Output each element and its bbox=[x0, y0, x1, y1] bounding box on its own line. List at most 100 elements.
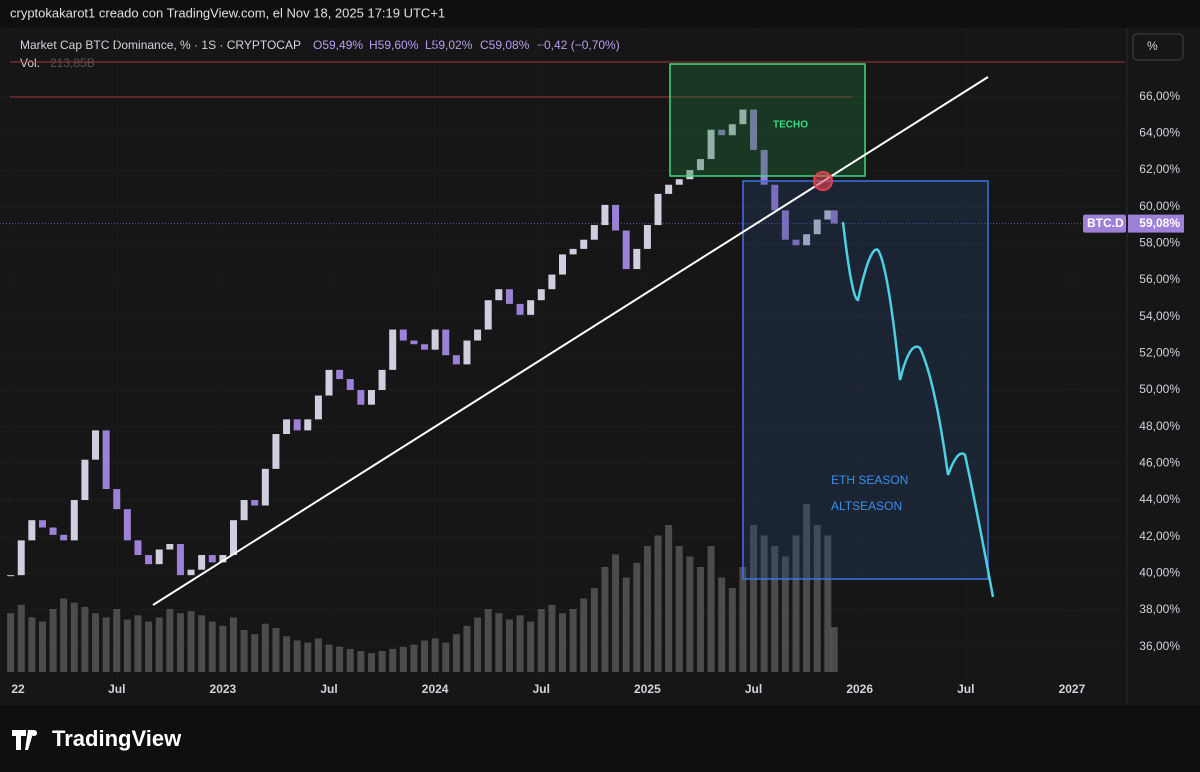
x-tick-label: Jul bbox=[533, 682, 550, 696]
y-tick-label: 56,00% bbox=[1139, 272, 1180, 286]
ohlc-open: O59,49% bbox=[313, 38, 363, 52]
volume-bar bbox=[505, 619, 513, 672]
volume-bar bbox=[431, 638, 439, 672]
volume-bar bbox=[792, 535, 800, 672]
volume-bar bbox=[123, 619, 131, 672]
candle bbox=[28, 520, 36, 541]
volume-bar bbox=[367, 653, 375, 672]
candle bbox=[336, 369, 344, 380]
ohlc-change: −0,42 (−0,70%) bbox=[537, 38, 620, 52]
candle bbox=[654, 193, 662, 226]
candle bbox=[830, 210, 838, 224]
y-tick-label: 38,00% bbox=[1139, 602, 1180, 616]
volume-bar bbox=[113, 609, 121, 672]
volume-bar bbox=[261, 623, 269, 672]
volume-bar bbox=[707, 546, 715, 672]
volume-bar bbox=[134, 615, 142, 672]
y-tick-label: 36,00% bbox=[1139, 639, 1180, 653]
x-tick-label: Jul bbox=[108, 682, 125, 696]
volume-bar bbox=[463, 625, 471, 672]
candle bbox=[17, 540, 25, 576]
candle bbox=[771, 184, 779, 211]
candle bbox=[431, 329, 439, 350]
volume-bar bbox=[527, 621, 535, 672]
volume-bar bbox=[739, 567, 747, 672]
candle bbox=[527, 300, 535, 315]
candle bbox=[102, 430, 110, 490]
volume-bar bbox=[590, 588, 598, 672]
volume-bar bbox=[728, 588, 736, 672]
candle bbox=[314, 395, 322, 420]
candle bbox=[346, 379, 354, 391]
y-tick-label: 42,00% bbox=[1139, 529, 1180, 543]
author: cryptokakarot1 creado con TradingView.co… bbox=[10, 5, 445, 20]
vol-value: 213,85B bbox=[50, 56, 95, 70]
candle bbox=[38, 520, 46, 528]
candle bbox=[357, 390, 365, 405]
volume-bar bbox=[569, 609, 577, 672]
candle bbox=[70, 500, 78, 541]
brand-logo bbox=[12, 730, 38, 750]
volume-bar bbox=[304, 642, 312, 672]
candle bbox=[208, 555, 216, 563]
brand: TradingView bbox=[12, 726, 182, 751]
candle bbox=[601, 204, 609, 226]
volume-bar bbox=[272, 627, 280, 672]
volume-bar bbox=[495, 613, 503, 672]
volume-bar bbox=[336, 646, 344, 672]
volume-bar bbox=[643, 546, 651, 672]
volume-bar bbox=[718, 577, 726, 672]
candle bbox=[580, 239, 588, 249]
grid bbox=[0, 28, 1125, 680]
candle bbox=[760, 149, 768, 185]
vol-label: Vol. bbox=[20, 56, 40, 70]
volume-bar bbox=[7, 613, 15, 672]
annotation: ETH SEASON bbox=[831, 473, 908, 487]
last-price-tag bbox=[1128, 214, 1184, 233]
y-tick-label: 46,00% bbox=[1139, 456, 1180, 470]
volume-bar bbox=[346, 648, 354, 672]
y-tick-label: 66,00% bbox=[1139, 89, 1180, 103]
y-tick-label: 48,00% bbox=[1139, 419, 1180, 433]
candle bbox=[463, 340, 471, 365]
volume-bar bbox=[452, 634, 460, 672]
volume-bar bbox=[378, 651, 386, 672]
candle bbox=[633, 248, 641, 270]
scale-button[interactable] bbox=[1132, 33, 1184, 61]
volume-bar bbox=[813, 525, 821, 672]
volume-bar bbox=[686, 556, 694, 672]
x-tick-label: 22 bbox=[11, 682, 25, 696]
volume-bar bbox=[70, 602, 78, 672]
x-tick-label: 2026 bbox=[846, 682, 873, 696]
y-tick-label: 50,00% bbox=[1139, 382, 1180, 396]
candle bbox=[92, 430, 100, 460]
trend-line bbox=[152, 76, 989, 606]
volume-bar bbox=[474, 617, 482, 672]
scale-button-label[interactable]: % bbox=[1147, 39, 1158, 53]
volume-bar bbox=[580, 598, 588, 672]
candle bbox=[718, 129, 726, 136]
y-tick-label: 60,00% bbox=[1139, 199, 1180, 213]
volume-bar bbox=[696, 567, 704, 672]
candle bbox=[728, 124, 736, 136]
candle bbox=[176, 544, 184, 576]
candle bbox=[49, 527, 57, 535]
candle bbox=[166, 544, 174, 550]
candle bbox=[251, 500, 259, 506]
volume-bar bbox=[357, 651, 365, 672]
x-tick-label: Jul bbox=[745, 682, 762, 696]
last-price-label: 59,08% bbox=[1139, 216, 1180, 230]
candle bbox=[272, 434, 280, 469]
volume-bar bbox=[251, 634, 259, 672]
volume-bar bbox=[219, 625, 227, 672]
top-zone bbox=[669, 63, 866, 177]
candle bbox=[548, 274, 556, 290]
candle bbox=[612, 204, 620, 231]
projection bbox=[841, 221, 995, 598]
x-tick-label: Jul bbox=[320, 682, 337, 696]
ohlc-low: L59,02% bbox=[425, 38, 473, 52]
y-tick-label: 54,00% bbox=[1139, 309, 1180, 323]
alt-zone bbox=[742, 180, 989, 580]
volume-bar bbox=[559, 613, 566, 672]
